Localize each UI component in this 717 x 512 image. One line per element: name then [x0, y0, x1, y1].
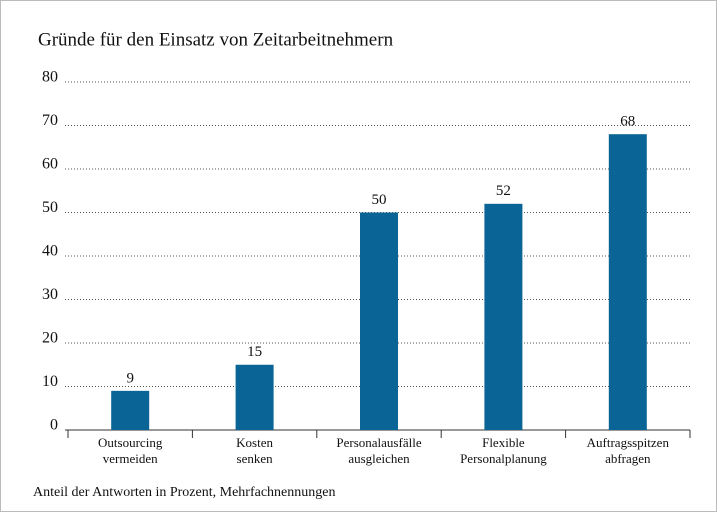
- x-tick-label: Kosten: [236, 435, 273, 450]
- bar: [608, 134, 647, 430]
- x-tick-label: ausgleichen: [348, 451, 410, 466]
- x-tick-label: Personalplanung: [460, 451, 547, 466]
- chart-title: Gründe für den Einsatz von Zeitarbeitneh…: [38, 29, 394, 50]
- x-tick-label: Outsourcing: [98, 435, 163, 450]
- x-tick-label: Flexible: [482, 435, 525, 450]
- bar: [111, 390, 150, 430]
- value-label: 50: [372, 192, 387, 208]
- x-tick-label: Auftragsspitzen: [587, 435, 670, 450]
- y-tick-label: 50: [42, 199, 58, 216]
- y-tick-label: 30: [42, 286, 58, 303]
- y-tick-label: 70: [42, 112, 58, 129]
- x-tick-label: abfragen: [605, 451, 651, 466]
- bar: [235, 364, 274, 430]
- value-label: 9: [126, 370, 134, 386]
- y-tick-label: 20: [42, 330, 58, 347]
- y-tick-label: 60: [42, 156, 58, 173]
- note: Anteil der Antworten in Prozent, Mehrfac…: [33, 485, 335, 500]
- x-tick-label: vermeiden: [103, 451, 158, 466]
- y-tick-label: 0: [50, 417, 58, 434]
- x-tick-label: Personalausfälle: [336, 435, 421, 450]
- bar: [360, 212, 398, 430]
- y-tick-label: 10: [42, 373, 58, 390]
- value-label: 15: [247, 344, 262, 360]
- x-tick-label: senken: [237, 451, 274, 466]
- value-label: 52: [496, 183, 511, 199]
- value-label: 68: [620, 114, 635, 130]
- bar: [484, 203, 523, 430]
- y-tick-label: 40: [42, 243, 58, 260]
- y-tick-label: 80: [42, 69, 58, 86]
